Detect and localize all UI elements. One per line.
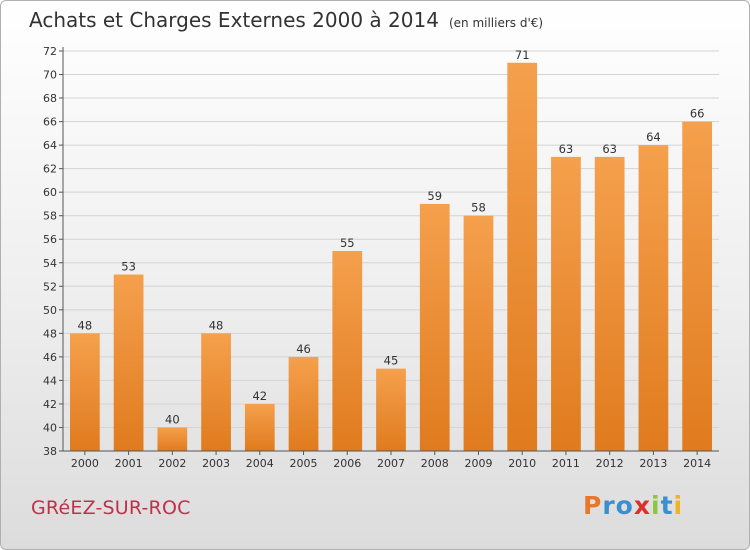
- data-label-2000: 48: [78, 318, 93, 332]
- chart-subtitle: (en milliers d'€): [448, 16, 544, 30]
- data-label-2002: 40: [165, 412, 180, 426]
- data-label-2014: 66: [690, 107, 705, 121]
- bar-2001: [113, 274, 144, 451]
- bar-2004: [244, 403, 275, 451]
- y-tick-label: 46: [43, 351, 57, 364]
- logo-letter: x: [633, 491, 651, 520]
- data-label-2001: 53: [121, 260, 136, 274]
- chart-title-text: Achats et Charges Externes 2000 à 2014: [29, 8, 439, 32]
- data-label-2005: 46: [296, 342, 311, 356]
- bar-2002: [157, 427, 188, 451]
- x-tick-label-2000: 2000: [71, 457, 99, 470]
- x-tick-label-2001: 2001: [115, 457, 143, 470]
- bar-2003: [201, 333, 231, 451]
- data-labels: 48 53 40 48 42 46 55 45 59 58 71 63 63 64 66: [78, 48, 705, 427]
- y-tick-label: 64: [43, 139, 57, 152]
- x-tick-label-2002: 2002: [158, 457, 186, 470]
- y-tick-label: 52: [43, 280, 57, 293]
- axes: 38 40 42 44 46 48 50 52 54 56 58 60 62 64 66 68 70 72 2000…: [43, 45, 719, 470]
- y-tick-label: 44: [43, 374, 57, 387]
- bar-2010: [507, 62, 538, 451]
- y-tick-label: 38: [43, 445, 57, 458]
- logo-letter: r: [602, 491, 616, 520]
- data-label-2012: 63: [602, 142, 617, 156]
- logo-letter: i: [651, 491, 661, 520]
- x-tick-label-2013: 2013: [639, 457, 667, 470]
- bars: [69, 62, 713, 452]
- data-label-2013: 64: [646, 130, 661, 144]
- bar-2005: [288, 356, 319, 451]
- x-tick-label-2004: 2004: [246, 457, 274, 470]
- y-tick-label: 54: [43, 257, 57, 270]
- x-tick-label-2011: 2011: [552, 457, 580, 470]
- data-label-2010: 71: [515, 48, 530, 62]
- logo-letter: o: [615, 491, 634, 520]
- bar-2009: [463, 215, 494, 451]
- x-tick-label-2007: 2007: [377, 457, 405, 470]
- bar-2011: [551, 156, 581, 451]
- data-label-2011: 63: [559, 142, 574, 156]
- y-tick-label: 42: [43, 398, 57, 411]
- y-tick-label: 58: [43, 210, 57, 223]
- data-label-2008: 59: [427, 189, 442, 203]
- y-tick-label: 70: [43, 69, 57, 82]
- x-tick-label-2008: 2008: [421, 457, 449, 470]
- x-tick-label-2005: 2005: [290, 457, 318, 470]
- logo-letter: P: [583, 491, 603, 520]
- x-tick-label-2009: 2009: [464, 457, 492, 470]
- data-label-2007: 45: [384, 354, 399, 368]
- commune-name: GRéEZ-SUR-ROC: [31, 497, 191, 519]
- y-tick-label: 40: [43, 421, 57, 434]
- y-tick-label: 60: [43, 186, 57, 199]
- y-tick-label: 48: [43, 327, 57, 340]
- data-label-2003: 48: [209, 318, 224, 332]
- y-tick-label: 72: [43, 45, 57, 58]
- y-tick-label: 68: [43, 92, 57, 105]
- y-tick-label: 66: [43, 116, 57, 129]
- data-label-2004: 42: [252, 389, 267, 403]
- y-tick-label: 56: [43, 233, 57, 246]
- bar-2012: [594, 156, 625, 451]
- logo-letter: t: [660, 491, 674, 520]
- bar-2013: [638, 145, 669, 451]
- data-label-2009: 58: [471, 201, 486, 215]
- x-tick-label-2003: 2003: [202, 457, 230, 470]
- y-tick-label: 50: [43, 304, 57, 317]
- x-tick-label-2012: 2012: [596, 457, 624, 470]
- y-tick-label: 62: [43, 163, 57, 176]
- x-tick-label-2010: 2010: [508, 457, 536, 470]
- logo-letter: i: [673, 491, 684, 520]
- chart-title: Achats et Charges Externes 2000 à 2014 (e…: [29, 8, 543, 32]
- bar-2014: [682, 121, 713, 452]
- bar-2008: [419, 203, 450, 451]
- bar-2007: [376, 368, 406, 451]
- bar-2006: [332, 251, 363, 451]
- bar-2000: [69, 333, 100, 451]
- x-tick-label-2014: 2014: [683, 457, 711, 470]
- proxiti-logo[interactable]: Proxiti: [583, 491, 683, 520]
- x-tick-label-2006: 2006: [333, 457, 361, 470]
- data-label-2006: 55: [340, 236, 355, 250]
